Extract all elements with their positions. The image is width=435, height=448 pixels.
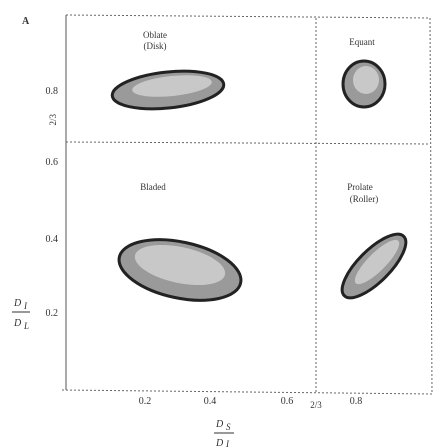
x-axis-label: I: [225, 439, 230, 448]
frame-top: [66, 15, 430, 18]
y-tick-label: 0.4: [46, 234, 59, 245]
pebble-oblate: [110, 66, 225, 114]
y-axis-label: L: [23, 321, 29, 331]
x-axis: [62, 390, 432, 394]
quadrant-label: Oblate: [143, 30, 167, 40]
frame-right: [430, 18, 432, 394]
x-tick-label: 0.4: [204, 396, 217, 407]
panel-label: A: [22, 16, 30, 27]
y-tick-label: 2/3: [48, 114, 58, 126]
x-axis-label: D: [215, 419, 224, 430]
x-tick-label: 0.2: [139, 396, 152, 407]
x-tick-label: 0.8: [350, 396, 363, 407]
pebble-prolate: [333, 225, 415, 307]
divider-horizontal: [66, 142, 430, 144]
x-axis-label: D: [215, 438, 224, 448]
quadrant-label: (Roller): [350, 194, 379, 204]
quadrant-label: Bladed: [140, 182, 166, 192]
quadrant-label: Equant: [349, 37, 375, 47]
zingg-diagram: A Oblate (Disk) Equant Bladed Prolate (R…: [0, 0, 435, 448]
x-axis-label: S: [226, 422, 231, 432]
pebble-bladed: [114, 230, 247, 311]
pebble-equant: [343, 61, 385, 107]
y-axis-label: D: [13, 298, 22, 309]
x-tick-label: 0.6: [281, 396, 294, 407]
y-axis-label: I: [23, 301, 28, 311]
y-tick-label: 0.8: [46, 86, 59, 97]
y-axis-label: D: [13, 318, 22, 329]
quadrant-label: (Disk): [144, 41, 167, 51]
x-tick-label: 2/3: [310, 400, 322, 410]
y-tick-label: 0.2: [46, 308, 59, 319]
quadrant-label: Prolate: [347, 182, 373, 192]
y-tick-label: 0.6: [46, 157, 59, 168]
